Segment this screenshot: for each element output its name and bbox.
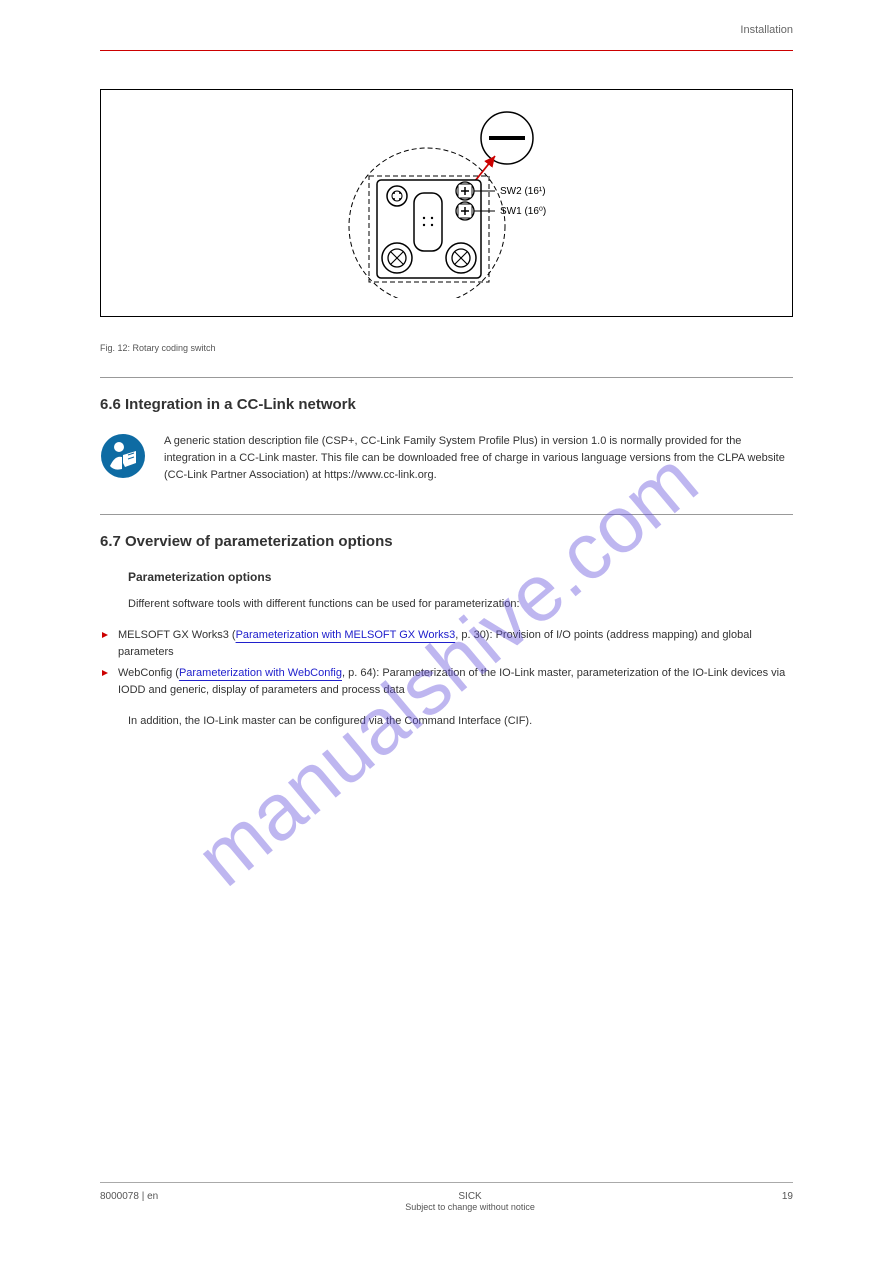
list-label: WebConfig ( (118, 667, 179, 679)
bullet-icon (102, 670, 108, 676)
list-item-text: WebConfig (Parameterization with WebConf… (118, 665, 793, 699)
info-block: A generic station description file (CSP+… (100, 433, 793, 498)
footer: 8000078 | en SICK Subject to change with… (100, 1191, 793, 1213)
closing-paragraph: In addition, the IO-Link master can be c… (128, 713, 793, 730)
section-divider (100, 514, 793, 515)
list-item: WebConfig (Parameterization with WebConf… (102, 665, 793, 699)
svg-text:SW1 (16⁰): SW1 (16⁰) (500, 206, 546, 217)
footer-rule (100, 1182, 793, 1183)
gxworks-link[interactable]: Parameterization with MELSOFT GX Works3 (236, 629, 456, 641)
webconfig-link[interactable]: Parameterization with WebConfig (179, 667, 342, 679)
subsection-title: Parameterization options (128, 570, 793, 584)
read-manual-icon (100, 433, 146, 484)
header-rule (100, 50, 793, 51)
section-title-6-6: 6.6 Integration in a CC-Link network (100, 396, 793, 413)
svg-text:SW2 (16¹): SW2 (16¹) (500, 186, 546, 197)
footer-center: SICK (458, 1191, 481, 1202)
section-divider (100, 377, 793, 378)
figure-caption: Fig. 12: Rotary coding switch (100, 343, 793, 353)
bullet-icon (102, 632, 108, 638)
rotary-switch-diagram: SW2 (16¹) SW1 (16⁰) (277, 108, 617, 298)
list-label: MELSOFT GX Works3 ( (118, 629, 236, 641)
footer-note: Subject to change without notice (405, 1202, 535, 1212)
footer-page-number: 19 (782, 1191, 793, 1213)
info-text: A generic station description file (CSP+… (164, 433, 793, 484)
header-section-label: Installation (740, 24, 793, 36)
intro-paragraph: Different software tools with different … (128, 596, 793, 613)
section-title-6-7: 6.7 Overview of parameterization options (100, 533, 793, 550)
figure-container: SW2 (16¹) SW1 (16⁰) (100, 89, 793, 317)
list-item: MELSOFT GX Works3 (Parameterization with… (102, 627, 793, 661)
list-item-text: MELSOFT GX Works3 (Parameterization with… (118, 627, 793, 661)
footer-left: 8000078 | en (100, 1191, 158, 1213)
